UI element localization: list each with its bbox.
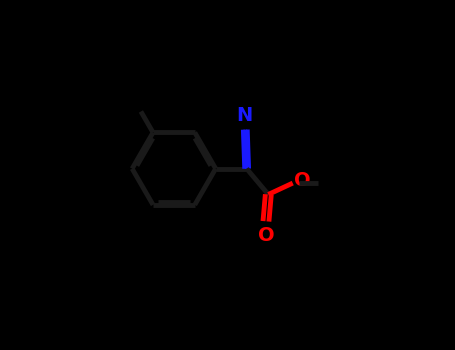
Text: N: N [236,106,252,125]
Text: O: O [258,226,275,245]
Text: O: O [294,172,311,190]
